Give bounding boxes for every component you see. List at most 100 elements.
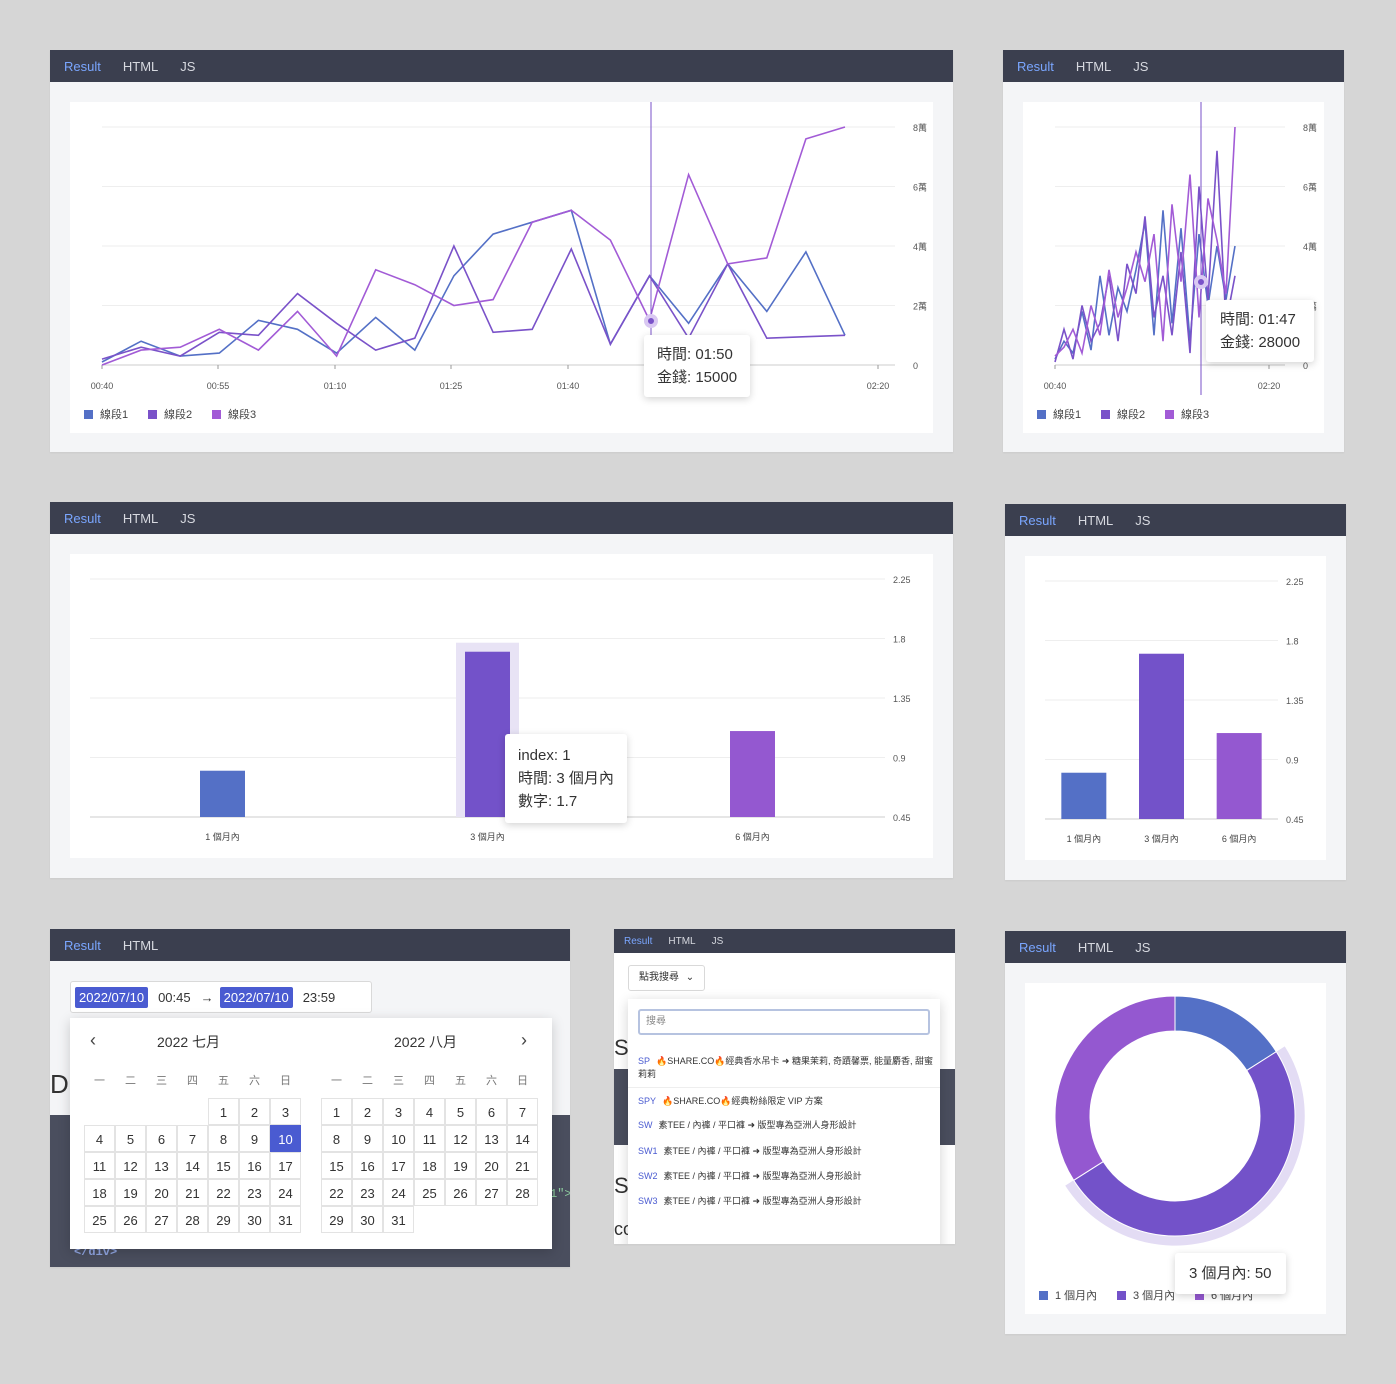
calendar-day[interactable]: 31 (270, 1206, 301, 1233)
calendar-day[interactable]: 7 (507, 1098, 538, 1125)
calendar-day[interactable]: 4 (84, 1125, 115, 1152)
tab-js[interactable]: JS (180, 510, 196, 526)
tab-js[interactable]: JS (1133, 58, 1149, 74)
calendar-day[interactable]: 13 (146, 1152, 177, 1179)
calendar-day[interactable]: 3 (383, 1098, 414, 1125)
calendar-day[interactable]: 29 (208, 1206, 239, 1233)
start-date[interactable]: 2022/07/10 (75, 986, 149, 1008)
calendar-day[interactable]: 8 (321, 1125, 352, 1152)
calendar-day[interactable]: 26 (445, 1179, 476, 1206)
line-chart[interactable]: 02萬4萬6萬8萬00:4000:5501:1001:2501:4001:550… (70, 102, 933, 433)
calendar-day[interactable]: 18 (414, 1152, 445, 1179)
calendar-day[interactable]: 3 (270, 1098, 301, 1125)
calendar-day[interactable]: 18 (84, 1179, 115, 1206)
calendar-day[interactable]: 9 (239, 1125, 270, 1152)
calendar-day[interactable]: 21 (507, 1152, 538, 1179)
calendar-day[interactable]: 25 (414, 1179, 445, 1206)
tab-js[interactable]: JS (180, 58, 196, 74)
calendar-day[interactable]: 19 (115, 1179, 146, 1206)
bar-chart[interactable]: 0.45 0.9 1.35 1.8 2.25 1 個月內 3 個月內 6 個月內 (70, 554, 933, 858)
tab-html[interactable]: HTML (122, 937, 159, 953)
tab-result[interactable]: Result (1019, 939, 1056, 955)
calendar-day[interactable]: 23 (352, 1179, 383, 1206)
calendar-day[interactable]: 2 (239, 1098, 270, 1125)
tab-result[interactable]: Result (64, 58, 101, 74)
calendar-day[interactable]: 7 (177, 1125, 208, 1152)
calendar-day[interactable]: 9 (352, 1125, 383, 1152)
calendar-day[interactable]: 29 (321, 1206, 352, 1233)
dropdown-item[interactable]: SW3 素TEE / 內褲 / 平口褲 ➜ 版型專為亞洲人身形設計 (638, 1195, 934, 1208)
tab-result[interactable]: Result (64, 510, 101, 526)
bar-chart[interactable]: 0.45 0.9 1.35 1.8 2.25 1 個月內 3 個月內 6 個月內 (1025, 556, 1326, 860)
calendar-day[interactable]: 16 (239, 1152, 270, 1179)
calendar-day[interactable]: 24 (270, 1179, 301, 1206)
calendar-day[interactable]: 21 (177, 1179, 208, 1206)
calendar-day[interactable]: 27 (476, 1179, 507, 1206)
calendar-day[interactable]: 14 (507, 1125, 538, 1152)
tab-js[interactable]: JS (1135, 939, 1151, 955)
prev-month-icon[interactable]: ‹ (90, 1030, 96, 1050)
search-input[interactable]: 搜尋 (638, 1009, 930, 1035)
dropdown-item[interactable]: SW1 素TEE / 內褲 / 平口褲 ➜ 版型專為亞洲人身形設計 (638, 1145, 934, 1158)
calendar-day[interactable]: 14 (177, 1152, 208, 1179)
calendar-day[interactable]: 10 (270, 1125, 301, 1152)
start-time[interactable]: 00:45 (158, 989, 191, 1005)
tab-html[interactable]: HTML (668, 935, 696, 947)
calendar-day[interactable]: 11 (414, 1125, 445, 1152)
calendar-day[interactable]: 20 (476, 1152, 507, 1179)
calendar-day[interactable]: 6 (146, 1125, 177, 1152)
dropdown-item[interactable]: SPY 🔥SHARE.CO🔥經典粉絲限定 VIP 方案 (638, 1095, 934, 1108)
calendar-day[interactable]: 6 (476, 1098, 507, 1125)
calendar-day[interactable]: 10 (383, 1125, 414, 1152)
calendar-day[interactable]: 5 (115, 1125, 146, 1152)
tab-js[interactable]: JS (711, 935, 724, 947)
calendar-day[interactable]: 23 (239, 1179, 270, 1206)
calendar-day[interactable]: 12 (445, 1125, 476, 1152)
tab-js[interactable]: JS (1135, 512, 1151, 528)
calendar-day[interactable]: 28 (177, 1206, 208, 1233)
calendar-day[interactable]: 22 (321, 1179, 352, 1206)
calendar-day[interactable]: 16 (352, 1152, 383, 1179)
calendar-day[interactable]: 4 (414, 1098, 445, 1125)
calendar-day[interactable]: 8 (208, 1125, 239, 1152)
calendar-day[interactable]: 30 (352, 1206, 383, 1233)
calendar-day[interactable]: 19 (445, 1152, 476, 1179)
dropdown-item[interactable]: SW 素TEE / 內褲 / 平口褲 ➜ 版型專為亞洲人身形設計 (638, 1119, 934, 1132)
end-time[interactable]: 23:59 (302, 989, 336, 1005)
calendar-day[interactable]: 1 (208, 1098, 239, 1125)
tab-html[interactable]: HTML (122, 510, 159, 526)
tab-html[interactable]: HTML (1075, 58, 1112, 74)
calendar-day[interactable]: 11 (84, 1152, 115, 1179)
dropdown-item[interactable]: SP 🔥SHARE.CO🔥經典香水吊卡 ➜ 糖果茉莉, 奇蹟馨票, 能量麝香, 甜… (638, 1055, 934, 1081)
calendar-day[interactable]: 13 (476, 1125, 507, 1152)
calendar-day[interactable]: 25 (84, 1206, 115, 1233)
calendar-day[interactable]: 12 (115, 1152, 146, 1179)
tab-html[interactable]: HTML (122, 58, 159, 74)
search-dropdown-button[interactable]: 點我搜尋 ⌄ (628, 965, 706, 991)
tab-result[interactable]: Result (64, 937, 101, 953)
calendar-day[interactable]: 1 (321, 1098, 352, 1125)
date-range-input[interactable]: 2022/07/10 00:45 → 2022/07/10 23:59 (70, 981, 372, 1013)
calendar-day[interactable]: 17 (383, 1152, 414, 1179)
calendar-day[interactable]: 26 (115, 1206, 146, 1233)
calendar-day[interactable]: 17 (270, 1152, 301, 1179)
end-date[interactable]: 2022/07/10 (219, 986, 293, 1008)
calendar-day[interactable]: 31 (383, 1206, 414, 1233)
calendar-day[interactable]: 27 (146, 1206, 177, 1233)
next-month-icon[interactable]: › (521, 1030, 527, 1050)
tab-html[interactable]: HTML (1077, 512, 1114, 528)
calendar-day[interactable]: 20 (146, 1179, 177, 1206)
calendar-day[interactable]: 5 (445, 1098, 476, 1125)
calendar-day[interactable]: 30 (239, 1206, 270, 1233)
calendar-day[interactable]: 22 (208, 1179, 239, 1206)
tab-result[interactable]: Result (1019, 512, 1056, 528)
tab-result[interactable]: Result (624, 935, 653, 947)
tab-html[interactable]: HTML (1077, 939, 1114, 955)
dropdown-item[interactable]: SW2 素TEE / 內褲 / 平口褲 ➜ 版型專為亞洲人身形設計 (638, 1170, 934, 1183)
calendar-day[interactable]: 15 (321, 1152, 352, 1179)
calendar-day[interactable]: 24 (383, 1179, 414, 1206)
donut-chart[interactable]: 1 個月內 3 個月內 6 個月內 (1025, 983, 1326, 1314)
calendar-day[interactable]: 2 (352, 1098, 383, 1125)
tab-result[interactable]: Result (1017, 58, 1054, 74)
